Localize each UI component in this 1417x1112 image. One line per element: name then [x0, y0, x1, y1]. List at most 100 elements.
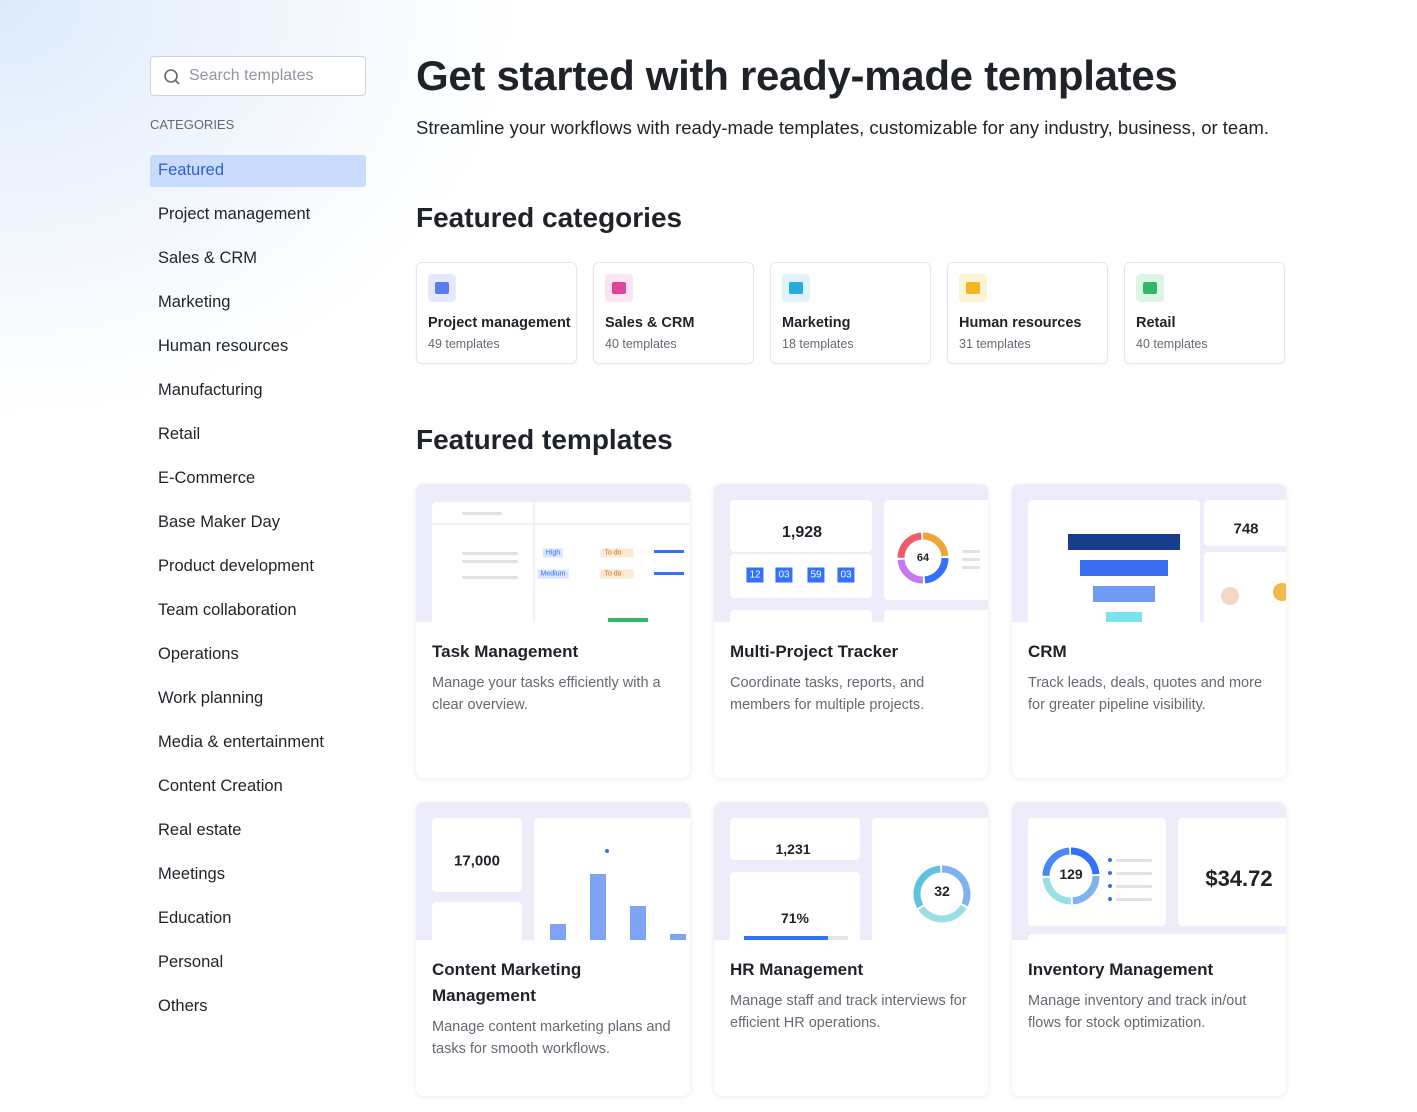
sidebar-item[interactable]: Others [158, 997, 208, 1015]
icon-glyph [1143, 282, 1157, 294]
glyph [1143, 282, 1157, 294]
preview-panel [1178, 818, 1286, 926]
preview-label: To do [600, 569, 634, 579]
progress [654, 550, 684, 553]
template-preview: 1,928 64 12 03 59 03 [714, 484, 988, 622]
icon-glyph [435, 282, 449, 294]
placeholder-line [962, 550, 980, 553]
template-name: Task Management [432, 642, 579, 661]
preview-graphic [1221, 583, 1286, 605]
preview-label: To do [600, 548, 634, 558]
sidebar-item[interactable]: Human resources [158, 337, 289, 355]
category-name: Human resources [959, 315, 1082, 331]
sidebar-item[interactable]: Project management [158, 205, 311, 223]
template-card[interactable]: 1,231 71% 32 HR Management Manage staff and … [714, 802, 988, 1096]
sidebar-item[interactable]: Media & entertainment [158, 733, 325, 751]
template-description: Coordinate tasks, reports, and members f… [730, 675, 925, 713]
category-icon [1136, 274, 1164, 302]
preview-panel [432, 818, 522, 892]
template-description: Manage your tasks efficiently with a cle… [432, 675, 661, 713]
category-icon [782, 274, 810, 302]
sidebar-item[interactable]: Marketing [158, 293, 231, 311]
preview-label: 03 [837, 567, 855, 583]
preview-graphic [913, 865, 971, 923]
preview-label: $34.72 [1205, 866, 1273, 891]
template-preview: 17,000 [416, 802, 690, 940]
template-description: Track leads, deals, quotes and more for … [1028, 675, 1263, 713]
category-name: Retail [1136, 315, 1176, 331]
template-card[interactable]: 129 $34.72 Inventory Management Manage inve… [1012, 802, 1286, 1096]
sidebar-item[interactable]: Education [158, 909, 232, 927]
preview-panel [884, 610, 988, 622]
sidebar-item[interactable]: Content Creation [158, 777, 283, 795]
category-count: 18 templates [782, 337, 854, 351]
avatar [1273, 583, 1286, 601]
preview-label: 32 [934, 883, 950, 899]
sidebar-item[interactable]: Featured [150, 155, 366, 187]
category-count: 31 templates [959, 337, 1031, 351]
donut-segment [913, 865, 971, 923]
category-card[interactable]: Sales & CRM 40 templates [593, 262, 754, 364]
glyph [966, 282, 980, 294]
tag-green [608, 618, 648, 622]
template-description: Manage inventory and track in/out flows … [1028, 993, 1247, 1031]
sidebar-item[interactable]: Meetings [158, 865, 225, 883]
search-box[interactable]: Search templates [150, 56, 366, 96]
preview-label: 12 [746, 567, 764, 583]
icon-glyph [966, 282, 980, 294]
preview-graphic [744, 936, 848, 940]
sidebar-item[interactable]: Team collaboration [158, 601, 297, 619]
template-card[interactable]: High Medium To do To do Task Management Manag… [416, 484, 690, 778]
avatar [1221, 587, 1239, 605]
legend-dot [1108, 871, 1112, 875]
legend-dot [1108, 858, 1112, 862]
template-name: Content Marketing Management [432, 960, 582, 1005]
template-description: Manage staff and track interviews for ef… [730, 993, 967, 1031]
category-card[interactable]: Marketing 18 templates [770, 262, 931, 364]
sidebar-item[interactable]: Work planning [158, 689, 264, 707]
preview-label: Medium [537, 569, 569, 579]
funnel-bar [1080, 560, 1168, 576]
funnel-bar [1106, 612, 1142, 622]
sidebar-item[interactable]: Product development [158, 557, 314, 575]
template-preview: 748 [1012, 484, 1286, 622]
preview-panel [1204, 552, 1286, 622]
bar [630, 906, 646, 940]
preview-label: 1,231 [775, 841, 811, 857]
placeholder-line [462, 560, 518, 563]
preview-panel [1028, 934, 1286, 940]
template-card[interactable]: 1,928 64 12 03 59 03 Multi-Project Tracker Coor… [714, 484, 988, 778]
placeholder-line [1116, 885, 1152, 888]
sidebar-item[interactable]: Retail [158, 425, 201, 443]
category-icon [605, 274, 633, 302]
preview-label: 129 [1059, 866, 1083, 882]
template-preview: 1,231 71% 32 [714, 802, 988, 940]
preview-panel [730, 500, 872, 552]
sidebar-item[interactable]: Base Maker Day [158, 513, 280, 531]
template-name: CRM [1028, 642, 1067, 661]
sidebar-item[interactable]: Real estate [158, 821, 242, 839]
template-card[interactable]: 748 CRM Track leads, deals, quotes and mor… [1012, 484, 1286, 778]
sidebar-item[interactable]: E-Commerce [158, 469, 256, 487]
sidebar-item[interactable]: Personal [158, 953, 224, 971]
category-card[interactable]: Human resources 31 templates [947, 262, 1108, 364]
bar [550, 924, 566, 940]
preview-panel [730, 818, 860, 860]
placeholder-line [1116, 859, 1152, 862]
category-icon [428, 274, 456, 302]
funnel-bar [1093, 586, 1155, 602]
section-title: Featured templates [416, 424, 673, 455]
icon-glyph [612, 282, 626, 294]
legend-dot [605, 849, 609, 853]
preview-label: 748 [1233, 520, 1259, 538]
sidebar-item[interactable]: Operations [158, 645, 239, 663]
bar [670, 934, 686, 940]
placeholder-line [962, 566, 980, 569]
category-card[interactable]: Project management 49 templates [416, 262, 577, 364]
sidebar-item[interactable]: Sales & CRM [158, 249, 258, 267]
preview-graphic [432, 502, 690, 622]
template-card[interactable]: 17,000 Content Marketing Management Manage… [416, 802, 690, 1096]
legend-dot [1108, 897, 1112, 901]
sidebar-item[interactable]: Manufacturing [158, 381, 263, 399]
category-card[interactable]: Retail 40 templates [1124, 262, 1285, 364]
